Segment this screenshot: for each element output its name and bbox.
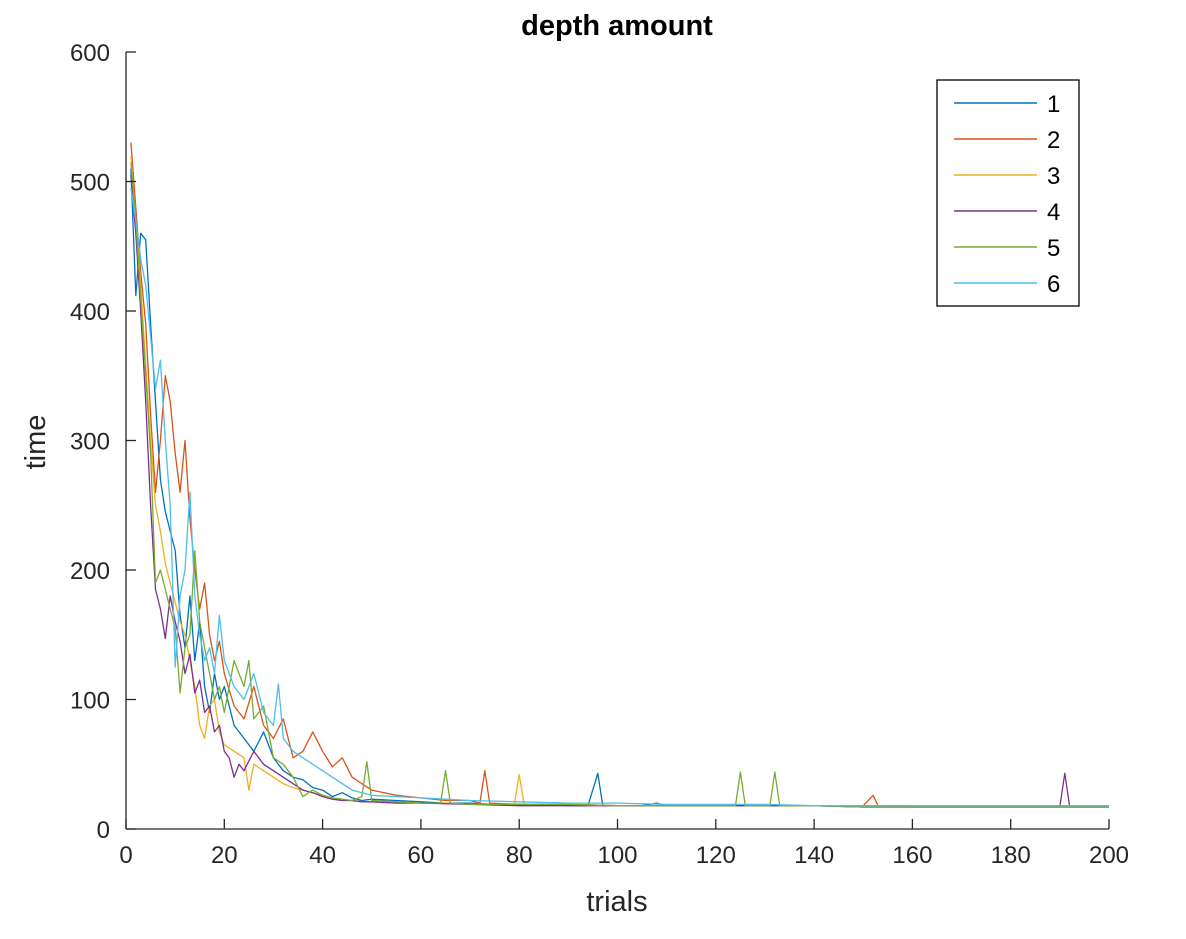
x-tick-label: 80 xyxy=(506,842,533,869)
y-tick-label: 600 xyxy=(70,40,110,67)
legend-label-5: 5 xyxy=(1047,235,1060,262)
y-tick-label: 500 xyxy=(70,170,110,197)
legend-label-3: 3 xyxy=(1047,163,1060,190)
legend: 1 2 3 4 5 6 xyxy=(936,79,1080,307)
series-line-5 xyxy=(130,162,1109,808)
legend-box xyxy=(936,79,1080,307)
x-axis-label: trials xyxy=(586,886,647,918)
y-tick-label: 100 xyxy=(70,688,110,715)
x-tick-label: 140 xyxy=(794,842,834,869)
x-tick-label: 40 xyxy=(309,842,336,869)
y-tick-label: 400 xyxy=(70,299,110,326)
x-tick-label: 60 xyxy=(408,842,435,869)
y-tick-label: 200 xyxy=(70,558,110,585)
legend-label-2: 2 xyxy=(1047,127,1060,154)
legend-label-4: 4 xyxy=(1047,199,1060,226)
y-tick-label: 0 xyxy=(97,817,110,844)
plot-lines xyxy=(130,142,1109,808)
legend-label-6: 6 xyxy=(1047,271,1060,298)
chart-title: depth amount xyxy=(521,10,713,42)
x-tick-label: 200 xyxy=(1089,842,1129,869)
y-tick-label: 300 xyxy=(70,429,110,456)
x-tick-label: 100 xyxy=(597,842,637,869)
x-tick-label: 160 xyxy=(892,842,932,869)
x-tick-label: 120 xyxy=(696,842,736,869)
legend-label-1: 1 xyxy=(1047,91,1060,118)
ticks: 0 20 40 60 80 100 120 140 160 180 200 0 100 200 300 400… xyxy=(70,40,1129,869)
x-tick-label: 20 xyxy=(211,842,238,869)
y-axis-label: time xyxy=(20,415,52,470)
x-tick-label: 180 xyxy=(991,842,1031,869)
series-line-6 xyxy=(130,187,1109,807)
x-tick-label: 0 xyxy=(119,842,132,869)
